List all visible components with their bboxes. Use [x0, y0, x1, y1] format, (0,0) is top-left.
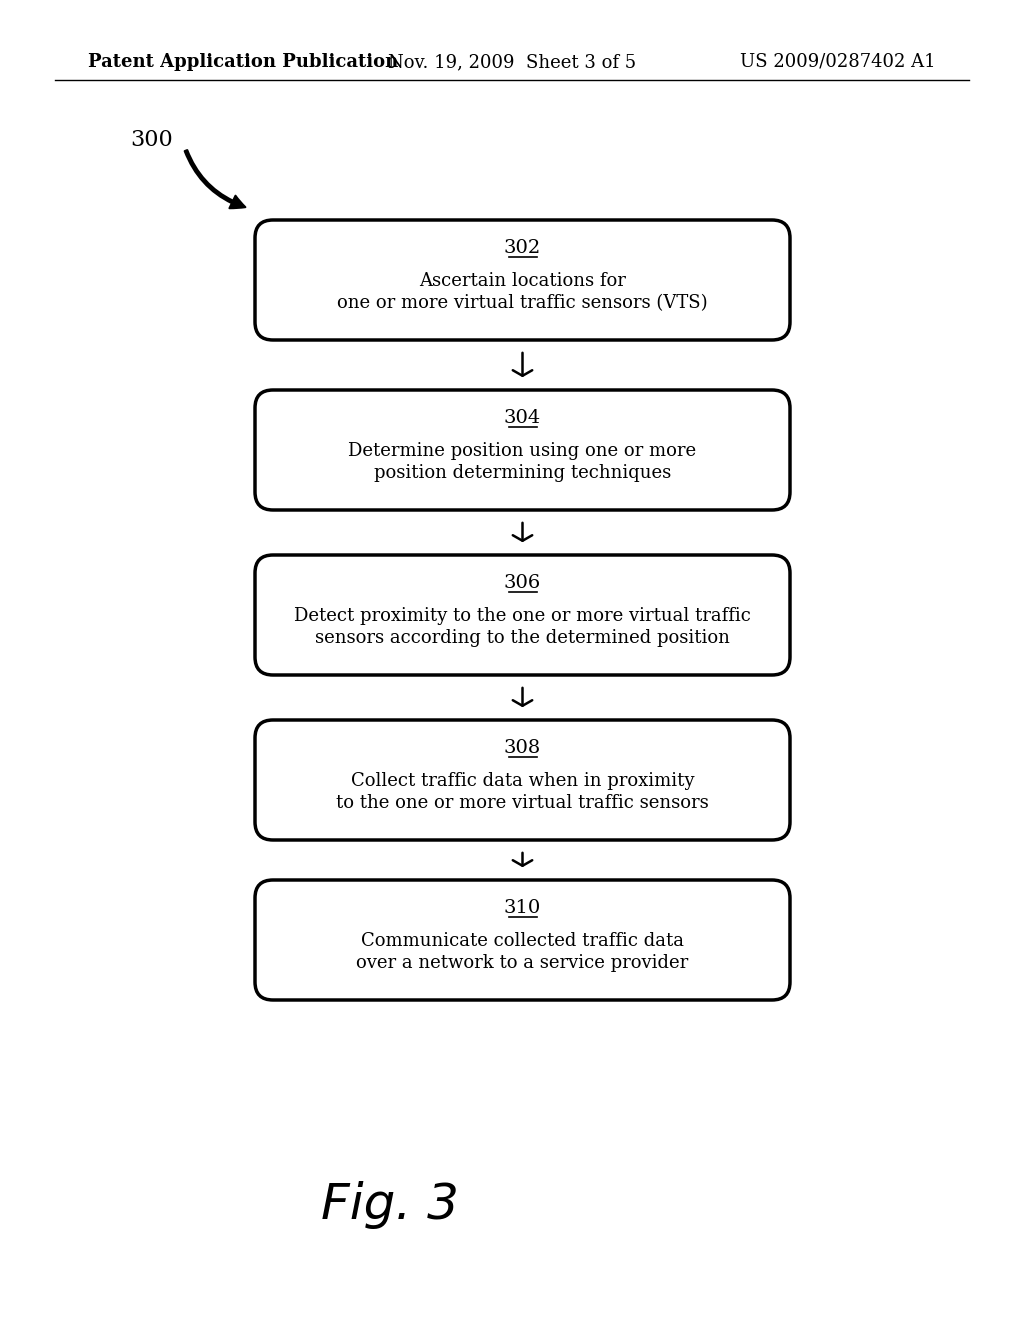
FancyBboxPatch shape [255, 220, 790, 341]
Text: one or more virtual traffic sensors (VTS): one or more virtual traffic sensors (VTS… [337, 294, 708, 312]
Text: 310: 310 [504, 899, 541, 917]
FancyBboxPatch shape [255, 554, 790, 675]
Text: 300: 300 [130, 129, 173, 150]
Text: Communicate collected traffic data: Communicate collected traffic data [361, 932, 684, 950]
Text: position determining techniques: position determining techniques [374, 465, 671, 482]
Text: Determine position using one or more: Determine position using one or more [348, 442, 696, 459]
Text: 304: 304 [504, 409, 541, 426]
Text: Fig. 3: Fig. 3 [321, 1181, 459, 1229]
Text: sensors according to the determined position: sensors according to the determined posi… [315, 630, 730, 647]
Text: Ascertain locations for: Ascertain locations for [419, 272, 626, 290]
Text: over a network to a service provider: over a network to a service provider [356, 954, 688, 972]
Text: Detect proximity to the one or more virtual traffic: Detect proximity to the one or more virt… [294, 607, 751, 624]
Text: 308: 308 [504, 739, 541, 756]
Text: 306: 306 [504, 574, 541, 591]
FancyArrowPatch shape [184, 150, 246, 209]
FancyBboxPatch shape [255, 880, 790, 1001]
Text: 302: 302 [504, 239, 541, 257]
FancyBboxPatch shape [255, 389, 790, 510]
Text: Nov. 19, 2009  Sheet 3 of 5: Nov. 19, 2009 Sheet 3 of 5 [388, 53, 636, 71]
Text: Patent Application Publication: Patent Application Publication [88, 53, 398, 71]
Text: US 2009/0287402 A1: US 2009/0287402 A1 [740, 53, 936, 71]
Text: to the one or more virtual traffic sensors: to the one or more virtual traffic senso… [336, 795, 709, 812]
Text: Collect traffic data when in proximity: Collect traffic data when in proximity [351, 772, 694, 789]
FancyBboxPatch shape [255, 719, 790, 840]
